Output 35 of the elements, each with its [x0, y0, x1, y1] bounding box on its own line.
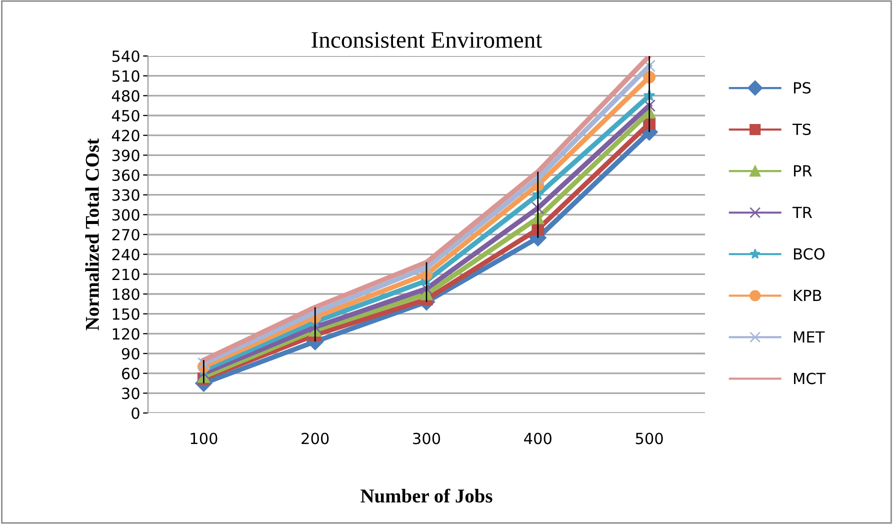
- y-tick-label: 390: [112, 150, 140, 162]
- y-tick-label: 480: [112, 90, 140, 102]
- y-tick-label: 180: [112, 288, 140, 300]
- legend-label: MET: [794, 331, 825, 343]
- x-tick-label: 200: [302, 432, 329, 444]
- legend-label: KPB: [794, 290, 822, 301]
- y-tick-label: 300: [112, 209, 140, 221]
- y-tick-label: 420: [112, 130, 140, 142]
- x-tick-label: 400: [524, 432, 552, 444]
- y-tick-label: 540: [112, 50, 140, 62]
- x-tick-label: 300: [413, 432, 440, 444]
- legend-label: MCT: [794, 372, 826, 384]
- y-tick-label: 360: [112, 169, 140, 182]
- y-axis-title: Normalized Total COst: [85, 138, 99, 330]
- legend-label: TS: [792, 124, 811, 136]
- x-axis-title: Number of Jobs: [360, 488, 492, 503]
- chart-title: Inconsistent Enviroment: [312, 32, 542, 48]
- y-tick-label: 0: [132, 407, 140, 420]
- y-tick-label: 450: [112, 110, 140, 122]
- y-tick-label: 210: [112, 268, 140, 280]
- y-tick-label: 270: [112, 228, 140, 241]
- y-tick-label: 120: [112, 328, 140, 340]
- y-tick-label: 150: [112, 308, 140, 320]
- x-tick-label: 100: [190, 432, 218, 444]
- y-tick-label: 330: [112, 189, 140, 201]
- legend-label: PR: [794, 165, 812, 176]
- legend-label: TR: [792, 206, 812, 218]
- y-tick-label: 510: [112, 70, 140, 82]
- y-tick-label: 60: [122, 368, 140, 380]
- legend-label: BCO: [794, 248, 825, 260]
- y-tick-label: 240: [112, 248, 140, 260]
- legend-label: PS: [794, 82, 811, 94]
- y-tick-label: 90: [122, 348, 140, 360]
- x-tick-label: 500: [636, 432, 663, 444]
- y-tick-label: 30: [122, 388, 140, 400]
